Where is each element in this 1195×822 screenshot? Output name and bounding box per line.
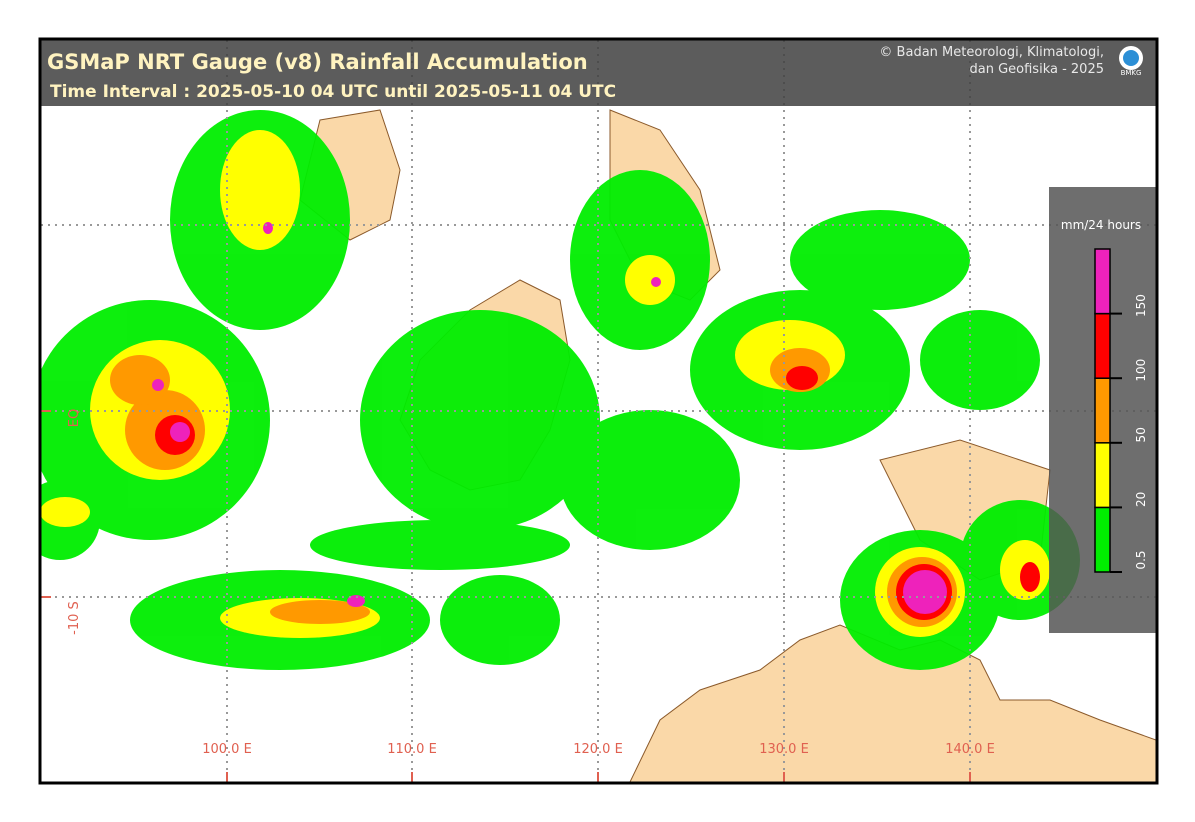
colorbar-tick-label: 50 bbox=[1134, 427, 1148, 442]
colorbar-segment bbox=[1094, 248, 1111, 315]
lon-label: 140.0 E bbox=[945, 742, 995, 757]
colorbar-tick-label: 0.5 bbox=[1134, 550, 1148, 569]
credit: © Badan Meteorologi, Klimatologi, bbox=[879, 45, 1104, 60]
rain-extreme bbox=[152, 222, 947, 614]
logo-text: BMKG bbox=[1121, 69, 1142, 77]
axis-ticks bbox=[41, 410, 971, 782]
header-band bbox=[41, 40, 1156, 106]
frame bbox=[38, 37, 1159, 785]
colorbar-segment bbox=[1094, 312, 1111, 379]
colorbar-tick-label: 100 bbox=[1134, 359, 1148, 382]
colorbar: 0.5 20 50 100 150 bbox=[1094, 248, 1148, 573]
lat-label: EQ bbox=[67, 409, 82, 427]
logo-inner bbox=[1123, 50, 1139, 66]
legend-label: mm/24 hours bbox=[1061, 218, 1141, 232]
colorbar-segment bbox=[1094, 377, 1111, 444]
colorbar-segment bbox=[1094, 442, 1111, 509]
lat-label: -10 S bbox=[67, 601, 82, 635]
lon-label: 120.0 E bbox=[573, 742, 623, 757]
lon-label: 100.0 E bbox=[202, 742, 252, 757]
graticule bbox=[41, 40, 1156, 782]
map: 100.0 E 110.0 E 120.0 E 130.0 E 140.0 E … bbox=[41, 40, 1156, 782]
title: GSMaP NRT Gauge (v8) Rainfall Accumulati… bbox=[47, 50, 588, 74]
subtitle: Time Interval : 2025-05-10 04 UTC until … bbox=[50, 82, 616, 102]
colorbar-segment bbox=[1094, 506, 1111, 573]
colorbar-tick-label: 150 bbox=[1134, 294, 1148, 317]
credit: dan Geofisika - 2025 bbox=[970, 62, 1105, 77]
lon-label: 110.0 E bbox=[387, 742, 437, 757]
colorbar-tick-label: 20 bbox=[1134, 492, 1148, 507]
lon-label: 130.0 E bbox=[759, 742, 809, 757]
